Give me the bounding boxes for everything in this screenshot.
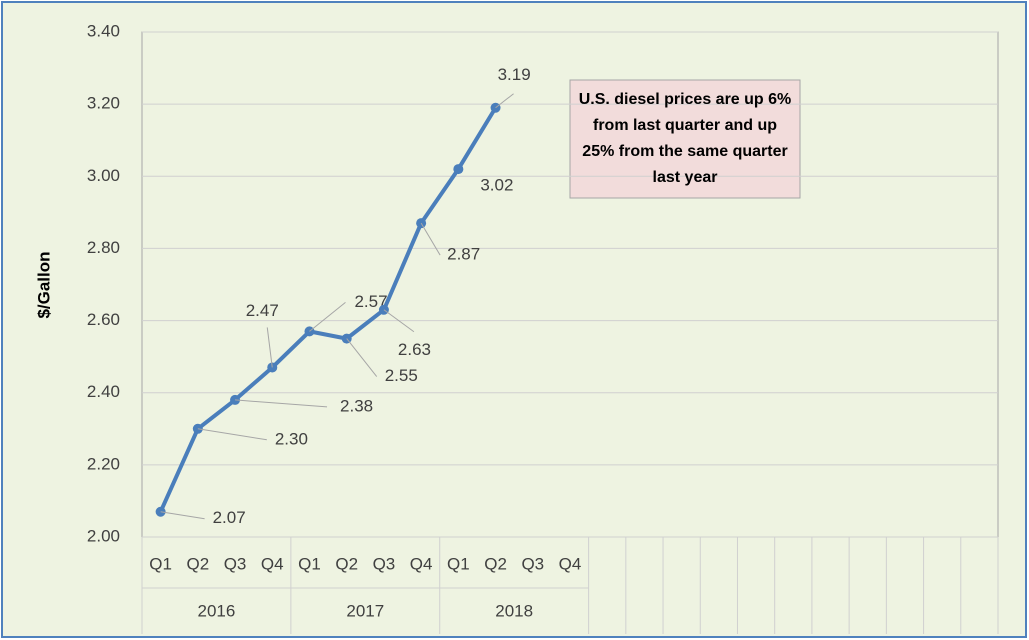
- y-axis-title: $/Gallon: [34, 251, 53, 318]
- leader-line: [266, 327, 273, 368]
- x-group-label: 2016: [198, 601, 236, 620]
- annotation-text: 25% from the same quarter: [582, 143, 787, 160]
- x-tick-label: Q3: [373, 554, 396, 573]
- y-tick-label: 2.00: [87, 526, 120, 545]
- data-label: 2.38: [340, 396, 373, 415]
- y-tick-label: 2.80: [87, 238, 120, 257]
- data-label: 3.19: [498, 65, 531, 84]
- x-group-label: 2018: [495, 601, 533, 620]
- data-label: 2.57: [354, 292, 387, 311]
- y-tick-label: 3.40: [87, 21, 120, 40]
- annotation-box: [569, 79, 801, 199]
- y-tick-label: 2.60: [87, 310, 120, 329]
- y-tick-label: 2.40: [87, 382, 120, 401]
- series-line: [158, 106, 498, 513]
- y-tick-label: 3.00: [87, 166, 120, 185]
- data-label: 2.63: [398, 340, 431, 359]
- x-tick-label: Q2: [186, 554, 209, 573]
- x-tick-label: Q4: [261, 554, 284, 573]
- y-tick-label: 3.20: [87, 94, 120, 113]
- leader-line: [420, 222, 441, 256]
- x-tick-label: Q2: [335, 554, 358, 573]
- data-label: 2.87: [447, 245, 480, 264]
- x-tick-label: Q3: [521, 554, 544, 573]
- x-tick-label: Q1: [149, 554, 172, 573]
- data-label: 2.07: [213, 508, 246, 527]
- data-label: 3.02: [480, 176, 513, 195]
- data-label: 2.47: [246, 301, 279, 320]
- x-tick-label: Q2: [484, 554, 507, 573]
- y-tick-label: 2.20: [87, 454, 120, 473]
- annotation-text: U.S. diesel prices are up 6%: [579, 91, 792, 108]
- leader-line: [309, 302, 346, 332]
- data-label: 2.55: [385, 366, 418, 385]
- x-tick-label: Q4: [410, 554, 433, 573]
- leader-line: [160, 511, 205, 520]
- x-tick-label: Q1: [447, 554, 470, 573]
- leader-line: [235, 399, 328, 408]
- leader-line: [383, 309, 415, 333]
- x-tick-label: Q3: [224, 554, 247, 573]
- x-group-label: 2017: [346, 601, 384, 620]
- data-label: 2.30: [275, 429, 308, 448]
- leader-line: [197, 428, 267, 441]
- x-tick-label: Q1: [298, 554, 321, 573]
- x-tick-label: Q4: [559, 554, 582, 573]
- annotation-text: from last quarter and up: [593, 117, 777, 134]
- data-point: [453, 164, 464, 175]
- annotation-text: last year: [653, 169, 718, 186]
- leader-line: [495, 93, 514, 109]
- leader-line: [346, 338, 378, 377]
